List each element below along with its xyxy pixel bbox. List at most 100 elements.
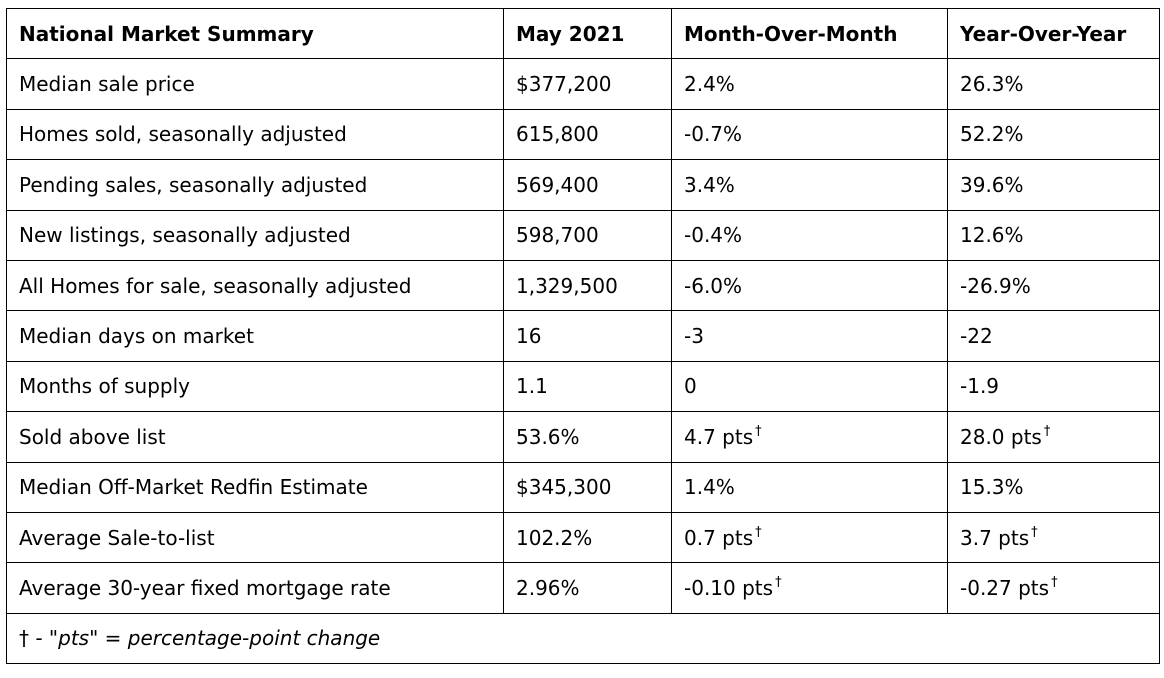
market-summary-container: National Market Summary May 2021 Month-O… [6,7,1160,665]
month-over-month-value-text: 0 [684,374,697,399]
table-body: Median sale price $377,200 2.4% 26.3% Homes … [6,58,1160,614]
dagger-mark: † [755,524,762,540]
footnote-dagger: † [19,626,29,651]
may-2021-value: 1,329,500 [503,259,672,312]
table-row: Months of supply 1.1 0 -1.9 [6,360,1160,413]
may-2021-value-text: 16 [516,324,542,349]
year-over-year-value-text: 52.2% [960,122,1024,147]
metric-label: Sold above list [6,411,504,463]
header-year-over-year: Year-Over-Year [947,7,1160,60]
table-row: New listings, seasonally adjusted 598,700… [6,209,1160,261]
month-over-month-value: -0.7% [671,108,948,161]
footnote-cell: † - "pts" = percentage-point change [6,612,1160,665]
month-over-month-value: -3 [671,310,948,362]
month-over-month-value: 2.4% [671,58,948,110]
year-over-year-value: 26.3% [947,58,1160,110]
metric-label-text: Sold above list [19,424,166,449]
metric-label: Median Off-Market Redfin Estimate [6,461,504,513]
metric-label: Median sale price [6,58,504,110]
month-over-month-value-text: 0.7 pts [684,525,754,550]
month-over-month-value: -6.0% [671,259,948,312]
month-over-month-value-text: -6.0% [684,273,743,298]
year-over-year-value-text: 12.6% [960,223,1024,248]
may-2021-value: 53.6% [503,411,672,463]
year-over-year-value: 3.7 pts † [947,511,1160,564]
year-over-year-value-text: 26.3% [960,72,1024,97]
may-2021-value-text: 2.96% [516,575,580,600]
metric-label-text: Median sale price [19,72,195,97]
year-over-year-value: 39.6% [947,159,1160,211]
header-national-market-summary: National Market Summary [6,7,504,60]
may-2021-value-text: 102.2% [516,525,593,550]
metric-label: Average 30-year fixed mortgage rate [6,562,504,614]
header-month-over-month: Month-Over-Month [671,7,948,60]
month-over-month-value-text: 2.4% [684,72,735,97]
metric-label-text: Months of supply [19,374,190,399]
metric-label-text: Median Off-Market Redfin Estimate [19,475,368,500]
year-over-year-value-text: -22 [960,324,993,349]
year-over-year-value: -22 [947,310,1160,362]
may-2021-value-text: 569,400 [516,172,599,197]
may-2021-value-text: $377,200 [516,72,612,97]
table-row: Median sale price $377,200 2.4% 26.3% [6,58,1160,110]
metric-label-text: New listings, seasonally adjusted [19,223,351,248]
header-row: National Market Summary May 2021 Month-O… [6,7,1160,60]
month-over-month-value-text: -0.4% [684,223,743,248]
month-over-month-value-text: 3.4% [684,172,735,197]
metric-label: Homes sold, seasonally adjusted [6,108,504,161]
year-over-year-value-text: -0.27 pts [960,575,1050,600]
may-2021-value-text: 598,700 [516,223,599,248]
month-over-month-value: 0.7 pts † [671,511,948,564]
table-row: Median days on market 16 -3 -22 [6,310,1160,362]
table-row: Pending sales, seasonally adjusted 569,40… [6,159,1160,211]
may-2021-value: $377,200 [503,58,672,110]
year-over-year-value: -26.9% [947,259,1160,312]
may-2021-value: 1.1 [503,360,672,413]
dagger-mark: † [755,423,762,439]
may-2021-value: 2.96% [503,562,672,614]
may-2021-value-text: 1.1 [516,374,548,399]
year-over-year-value: 52.2% [947,108,1160,161]
year-over-year-value: -0.27 pts † [947,562,1160,614]
metric-label: Median days on market [6,310,504,362]
year-over-year-value: -1.9 [947,360,1160,413]
year-over-year-value-text: 15.3% [960,475,1024,500]
metric-label-text: Homes sold, seasonally adjusted [19,122,347,147]
may-2021-value-text: 615,800 [516,122,599,147]
may-2021-value: 598,700 [503,209,672,261]
table-row: All Homes for sale, seasonally adjusted 1… [6,259,1160,312]
month-over-month-value-text: -0.10 pts [684,575,774,600]
metric-label: All Homes for sale, seasonally adjusted [6,259,504,312]
metric-label: Months of supply [6,360,504,413]
month-over-month-value-text: -0.7% [684,122,743,147]
month-over-month-value: 4.7 pts † [671,411,948,463]
may-2021-value: 569,400 [503,159,672,211]
year-over-year-value: 12.6% [947,209,1160,261]
metric-label-text: Median days on market [19,324,254,349]
metric-label: Average Sale-to-list [6,511,504,564]
table-row: Average 30-year fixed mortgage rate 2.96%… [6,562,1160,614]
market-summary-table: National Market Summary May 2021 Month-O… [6,7,1160,665]
dagger-mark: † [1043,423,1051,439]
footnote-row: † - "pts" = percentage-point change [6,612,1160,665]
table-row: Median Off-Market Redfin Estimate $345,30… [6,461,1160,513]
year-over-year-value-text: 28.0 pts [960,424,1042,449]
metric-label-text: Average 30-year fixed mortgage rate [19,575,391,600]
footnote-text: - "pts" = percentage-point change [29,626,381,651]
month-over-month-value: 0 [671,360,948,413]
table-row: Homes sold, seasonally adjusted 615,800 -0… [6,108,1160,161]
metric-label-text: Pending sales, seasonally adjusted [19,172,368,197]
may-2021-value: 615,800 [503,108,672,161]
table-row: Sold above list 53.6% 4.7 pts † 28.0 pts † [6,411,1160,463]
may-2021-value: 102.2% [503,511,672,564]
may-2021-value-text: 53.6% [516,424,580,449]
dagger-mark: † [1051,574,1058,590]
metric-label: New listings, seasonally adjusted [6,209,504,261]
metric-label-text: Average Sale-to-list [19,525,215,550]
year-over-year-value-text: 3.7 pts [960,525,1030,550]
year-over-year-value: 15.3% [947,461,1160,513]
month-over-month-value: -0.10 pts † [671,562,948,614]
year-over-year-value-text: 39.6% [960,172,1024,197]
may-2021-value: 16 [503,310,672,362]
may-2021-value-text: $345,300 [516,475,612,500]
